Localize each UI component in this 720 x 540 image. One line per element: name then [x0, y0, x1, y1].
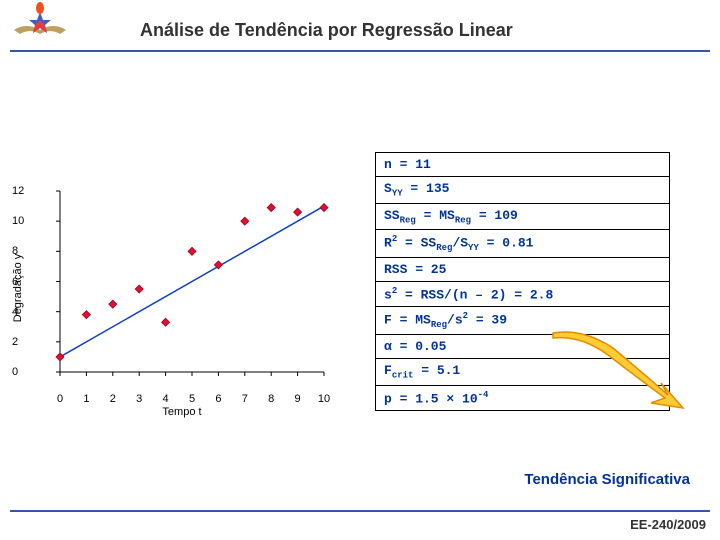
stat-row: n = 11 [376, 153, 669, 177]
x-axis-label: Tempo t [162, 406, 201, 418]
curved-arrow-icon [543, 323, 693, 413]
x-tick-label: 1 [83, 393, 89, 405]
stat-row: RSS = 25 [376, 258, 669, 282]
y-tick-label: 8 [12, 245, 18, 257]
y-tick-label: 10 [12, 215, 24, 227]
x-tick-label: 4 [163, 393, 169, 405]
title-divider [10, 50, 710, 52]
x-tick-label: 2 [110, 393, 116, 405]
stat-row: R2 = SSReg/SYY = 0.81 [376, 230, 669, 258]
stat-row: s2 = RSS/(n – 2) = 2.8 [376, 282, 669, 307]
y-tick-label: 2 [12, 336, 18, 348]
x-tick-label: 3 [136, 393, 142, 405]
scatter-chart: Degradação y Tempo t 012345678910 024681… [32, 185, 332, 390]
x-tick-label: 9 [295, 393, 301, 405]
x-tick-label: 10 [318, 393, 330, 405]
footer-divider [10, 510, 710, 512]
y-tick-label: 6 [12, 276, 18, 288]
stat-row: SYY = 135 [376, 177, 669, 204]
header: Análise de Tendência por Regressão Linea… [0, 0, 720, 52]
y-tick-label: 0 [12, 366, 18, 378]
x-tick-label: 5 [189, 393, 195, 405]
slide: Análise de Tendência por Regressão Linea… [0, 0, 720, 540]
footer-text: EE-240/2009 [630, 517, 706, 532]
x-tick-label: 6 [215, 393, 221, 405]
conclusion-text: Tendência Significativa [524, 471, 690, 488]
x-tick-label: 0 [57, 393, 63, 405]
chart-canvas [32, 185, 332, 390]
ita-logo-icon [12, 2, 68, 46]
x-tick-label: 7 [242, 393, 248, 405]
y-tick-label: 4 [12, 306, 18, 318]
stat-row: SSReg = MSReg = 109 [376, 204, 669, 231]
x-tick-label: 8 [268, 393, 274, 405]
slide-title: Análise de Tendência por Regressão Linea… [140, 20, 513, 41]
y-tick-label: 12 [12, 185, 24, 197]
